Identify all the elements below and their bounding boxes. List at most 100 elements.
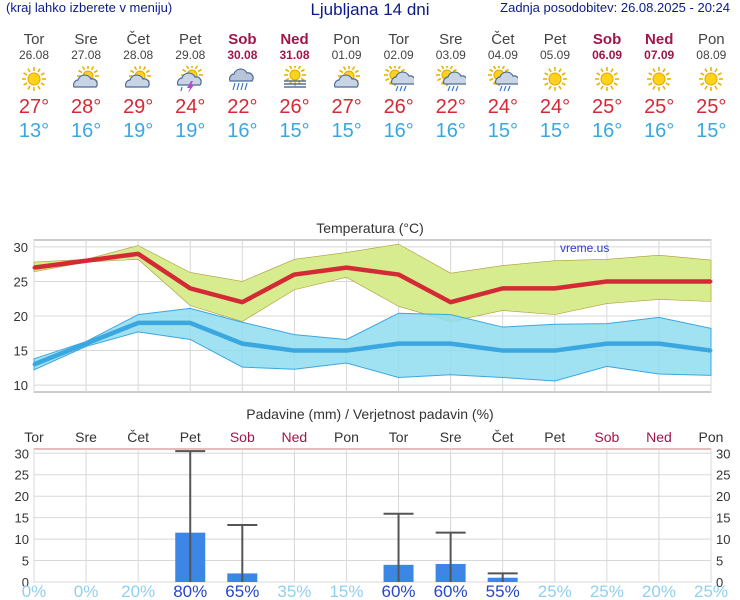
probability-label: 55% — [486, 582, 520, 600]
precipitation-tick-label-right: 5 — [716, 554, 723, 569]
day-name: Sre — [439, 31, 463, 48]
day-name: Tor — [23, 31, 45, 48]
min-temp: 19° — [175, 120, 206, 142]
probability-label: 60% — [382, 582, 416, 600]
precipitation-tick-label: 5 — [22, 554, 29, 569]
max-temp-line-point — [32, 266, 36, 270]
partly-cloudy-icon — [73, 66, 100, 88]
day-column: Tor 02.09 26° 16° — [373, 31, 425, 143]
max-temp: 22° — [435, 96, 466, 118]
thunderstorm-icon — [177, 66, 204, 92]
min-temp-line-point — [709, 349, 713, 353]
day-date: 30.08 — [227, 48, 258, 62]
partly-cloudy-icon — [333, 66, 360, 88]
min-temp: 15° — [487, 120, 519, 142]
min-temp-line-point — [501, 349, 505, 353]
day-column: Tor 26.08 27° 13° — [8, 31, 60, 143]
max-temp: 28° — [70, 96, 102, 118]
day-name: Pet — [179, 31, 202, 48]
min-temp: 16° — [227, 120, 258, 142]
min-temp: 15° — [279, 120, 310, 142]
temperature-tick-label: 15 — [14, 344, 28, 359]
min-temp-line-point — [292, 349, 296, 353]
day-date: 29.08 — [175, 48, 206, 62]
min-temp-line — [33, 320, 712, 367]
sun-icon — [647, 67, 672, 91]
daily-forecast: Tor 26.08 27° 13° Sre 27.08 28° 16° Čet 28.08 29° 1… — [0, 32, 740, 172]
min-temp: 13° — [18, 120, 50, 142]
day-column: Pet 29.08 24° 19° — [164, 31, 216, 143]
min-temp: 15° — [696, 120, 727, 142]
day-name: Ned — [280, 31, 309, 48]
min-temp-line-point — [344, 349, 348, 353]
max-temp-band — [33, 243, 712, 322]
min-temp-line-point — [449, 342, 453, 346]
precipitation-tick-label: 30 — [15, 446, 29, 461]
day-column: Čet 04.09 24° 15° — [477, 31, 529, 143]
precipitation-day-label: Ned — [282, 429, 308, 445]
precipitation-tick-label-right: 20 — [716, 489, 730, 504]
day-date: 04.09 — [487, 48, 518, 62]
sun-fog-icon — [283, 66, 306, 88]
precipitation-day-label: Sob — [230, 429, 255, 445]
min-temp: 16° — [435, 120, 466, 142]
max-temp: 29° — [123, 96, 154, 118]
probability-label: 25% — [694, 582, 728, 600]
precipitation-day-label: Pet — [544, 429, 565, 445]
watermark: vreme.us — [560, 241, 609, 255]
day-column: Čet 28.08 29° 19° — [112, 32, 164, 143]
probability-label: 20% — [642, 582, 676, 600]
max-temp: 26° — [279, 96, 310, 118]
precipitation-tick-label-right: 15 — [716, 511, 730, 526]
page-title: Ljubljana 14 dni — [310, 0, 430, 19]
day-date: 05.09 — [539, 48, 571, 62]
precipitation-tick-label: 15 — [15, 511, 29, 526]
max-temp: 25° — [644, 96, 675, 118]
precipitation-day-label: Tor — [389, 429, 409, 445]
min-temp: 16° — [591, 120, 623, 142]
precipitation-tick-label: 25 — [15, 468, 29, 483]
temperature-tick-label: 25 — [14, 274, 28, 289]
min-temp-line-point — [605, 342, 609, 346]
day-date: 28.08 — [123, 48, 154, 62]
sun-icon — [22, 67, 46, 91]
day-name: Pet — [543, 31, 567, 48]
day-date: 07.09 — [644, 48, 675, 62]
sun-cloud-rain-icon — [383, 66, 414, 92]
precipitation-tick-label-right: 30 — [716, 446, 730, 461]
precipitation-day-label: Sob — [594, 429, 619, 445]
max-temp-line-point — [657, 279, 661, 283]
precipitation-chart-title: Padavine (mm) / Verjetnost padavin (%) — [246, 406, 493, 422]
day-date: 08.09 — [696, 48, 727, 62]
day-date: 26.08 — [18, 48, 50, 62]
day-name: Sre — [74, 31, 98, 48]
probability-label: 15% — [329, 582, 363, 600]
day-date: 02.09 — [383, 48, 414, 62]
precipitation-day-label: Pet — [180, 429, 201, 445]
max-temp-line-point — [136, 252, 140, 256]
day-column: Ned 07.09 25° 16° — [633, 31, 685, 143]
min-temp: 19° — [123, 120, 154, 142]
min-temp-line-point — [657, 342, 661, 346]
min-temp: 16° — [644, 120, 675, 142]
day-name: Sob — [228, 31, 257, 48]
day-name: Tor — [388, 31, 410, 48]
precipitation-day-label: Sre — [75, 429, 97, 445]
probability-label: 0% — [74, 582, 99, 600]
day-column: Pon 08.09 25° 15° — [685, 32, 737, 143]
day-column: Sre 27.08 28° 16° — [60, 31, 112, 143]
min-temp: 16° — [70, 120, 102, 142]
min-temp: 15° — [539, 120, 571, 142]
probability-label: 0% — [22, 582, 47, 600]
day-name: Čet — [491, 31, 515, 48]
max-temp-line-point — [397, 273, 401, 277]
precipitation-plot-area — [33, 448, 712, 583]
max-temp-line-point — [188, 286, 192, 290]
sun-cloud-rain-icon — [435, 66, 466, 92]
min-temp-line-point — [240, 342, 244, 346]
day-date: 06.09 — [592, 48, 623, 62]
min-temp: 16° — [383, 120, 414, 142]
max-temp: 25° — [591, 96, 623, 118]
day-column: Sob 06.09 25° 16° — [581, 32, 633, 143]
day-name: Ned — [645, 31, 674, 48]
